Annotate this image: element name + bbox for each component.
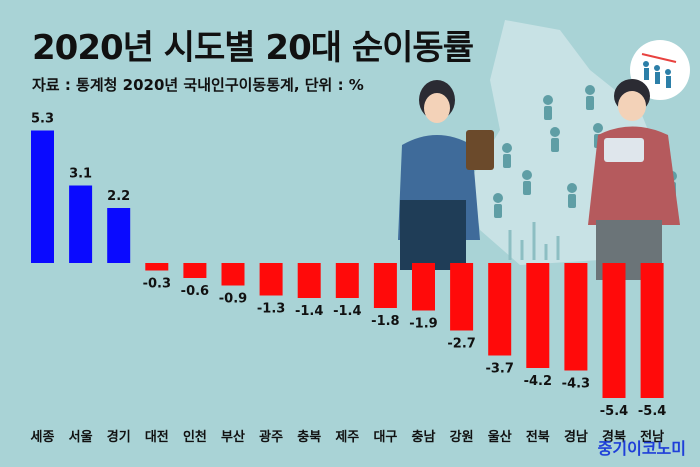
category-label-대전: 대전 — [145, 429, 169, 445]
category-label-충남: 충남 — [412, 429, 436, 445]
bar-강원 — [450, 263, 474, 331]
category-labels-group: 세종 서울 경기 대전 인천 부산 광주 충북 제주 대구 충남 강원 울산 전북 경남 경북 전남 — [31, 429, 665, 445]
value-label-대전: -0.3 — [143, 277, 171, 292]
value-label-서울: 3.1 — [69, 167, 92, 182]
category-label-대구: 대구 — [373, 430, 397, 445]
value-label-경북: -5.4 — [600, 404, 628, 419]
value-label-부산: -0.9 — [219, 292, 247, 307]
category-label-강원: 강원 — [450, 429, 474, 445]
value-label-충남: -1.9 — [409, 317, 437, 332]
category-label-경기: 경기 — [107, 429, 131, 445]
brand-logo-text: 중기이코노미 — [597, 439, 686, 458]
category-label-울산: 울산 — [488, 429, 512, 445]
value-label-인천: -0.6 — [181, 284, 209, 299]
value-label-충북: -1.4 — [295, 304, 323, 319]
category-label-경북: 경북 — [602, 429, 626, 445]
decorative-bar-lines — [508, 222, 560, 260]
chart-subtitle: 자료 : 통계청 2020년 국내인구이동통계, 단위 : % — [32, 76, 364, 94]
value-labels-group: 5.3 3.1 2.2 -0.3 -0.6 -0.9 -1.3 -1.4 -1.4 -1.8 -1.… — [31, 112, 666, 420]
bar-전남 — [640, 263, 664, 398]
bar-광주 — [259, 263, 283, 296]
bar-경북 — [602, 263, 626, 398]
bar-울산 — [488, 263, 512, 356]
value-label-경남: -4.3 — [562, 377, 590, 392]
value-label-광주: -1.3 — [257, 302, 285, 317]
bar-경기 — [107, 208, 131, 263]
bar-서울 — [69, 185, 93, 263]
value-label-전북: -4.2 — [524, 374, 552, 389]
category-label-광주: 광주 — [259, 430, 283, 445]
value-label-제주: -1.4 — [333, 304, 361, 319]
woman-with-clipboard-illustration — [398, 80, 494, 270]
category-label-인천: 인천 — [183, 429, 207, 445]
bar-충북 — [297, 263, 321, 298]
value-label-대구: -1.8 — [371, 314, 399, 329]
bar-대전 — [145, 263, 169, 271]
category-label-전남: 전남 — [640, 429, 664, 445]
bar-충남 — [412, 263, 435, 311]
category-label-서울: 서울 — [69, 429, 93, 445]
value-label-전남: -5.4 — [638, 404, 666, 419]
bar-인천 — [183, 263, 207, 278]
bar-부산 — [221, 263, 245, 286]
bar-세종 — [31, 130, 54, 263]
category-label-경남: 경남 — [564, 429, 588, 445]
chart-title: 2020년 시도별 20대 순이동률 — [32, 28, 474, 68]
category-label-제주: 제주 — [335, 430, 359, 445]
value-label-경기: 2.2 — [107, 189, 130, 204]
category-label-충북: 충북 — [297, 429, 321, 445]
category-label-전북: 전북 — [526, 429, 550, 445]
bars-group — [31, 130, 664, 398]
value-label-강원: -2.7 — [447, 337, 475, 352]
bar-경남 — [564, 263, 588, 371]
value-label-세종: 5.3 — [31, 112, 54, 127]
category-label-세종: 세종 — [31, 430, 55, 445]
bar-전북 — [526, 263, 550, 368]
background-illustration — [398, 20, 690, 280]
bar-제주 — [335, 263, 359, 298]
value-label-울산: -3.7 — [485, 362, 513, 377]
bar-대구 — [373, 263, 397, 308]
category-label-부산: 부산 — [221, 429, 245, 445]
